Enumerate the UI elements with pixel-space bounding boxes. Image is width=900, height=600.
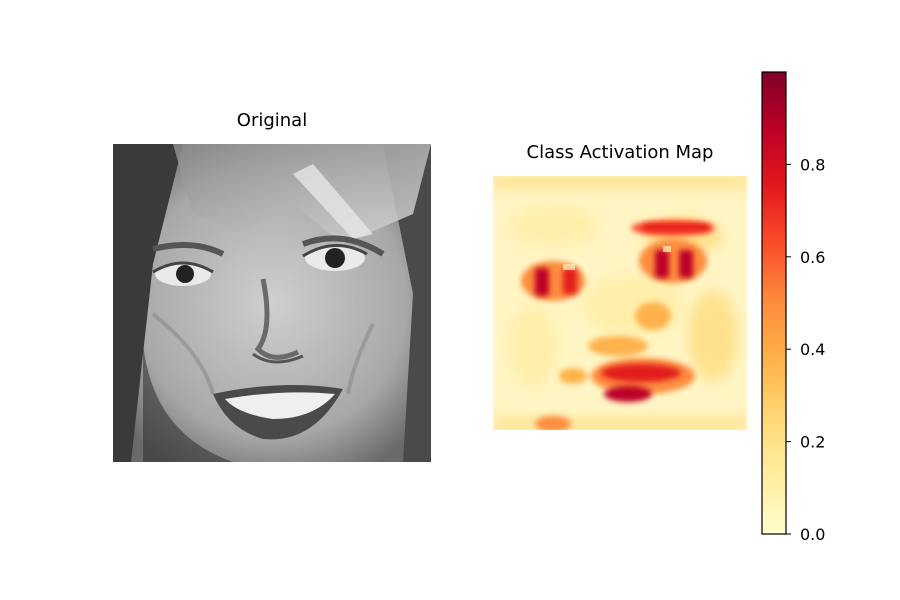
original-title: Original: [236, 110, 308, 131]
nose: [254, 278, 300, 360]
cam-nose-region: [588, 336, 648, 356]
colorbar-tick-label: 0.6: [800, 248, 825, 267]
colorbar-tick-label: 0.0: [800, 525, 825, 540]
cam-title: Class Activation Map: [526, 142, 714, 163]
colorbar: 0.0 0.2 0.4 0.6 0.8: [761, 71, 825, 540]
hair-fringe: [173, 144, 431, 244]
hair-left: [113, 144, 183, 462]
colorbar-tick-label: 0.2: [800, 433, 825, 452]
hair-right: [383, 144, 431, 462]
original-face-image: [113, 144, 431, 462]
colorbar-tick-label: 0.8: [800, 155, 825, 174]
cam-right-eye-region: [639, 239, 707, 283]
colorbar-gradient: [761, 71, 787, 535]
class-activation-heatmap: [493, 176, 747, 430]
colorbar-tick-label: 0.4: [800, 340, 825, 359]
